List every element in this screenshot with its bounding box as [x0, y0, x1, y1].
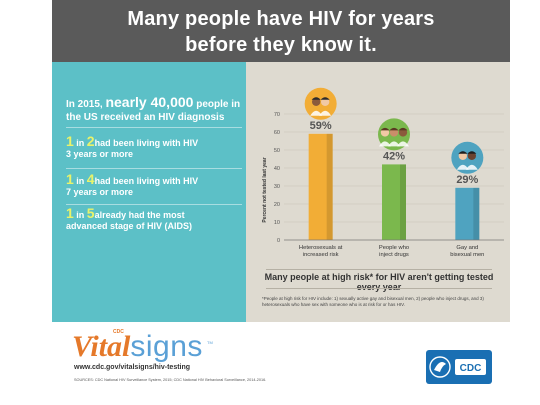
hhs-eagle-mark: [434, 362, 446, 372]
vitalsigns-logo: Vitalsigns: [72, 330, 203, 364]
stat-in: in: [73, 210, 87, 220]
stats-panel: [52, 62, 246, 322]
people-icon: [451, 141, 484, 174]
stat-text-1: had been living with HIV: [94, 176, 199, 186]
y-axis-label: Percent not tested last year: [262, 157, 268, 222]
person-hair-icon: [389, 127, 399, 131]
person-body-icon: [310, 110, 323, 116]
divider: [66, 168, 242, 169]
y-tick-label: 0: [277, 238, 280, 244]
bar: [308, 133, 333, 240]
stat-numerator: 1: [66, 205, 74, 221]
x-category-label: inject drugs: [379, 252, 409, 258]
x-category-label: Heterosexuals at: [299, 245, 343, 251]
person-body-icon: [379, 141, 391, 147]
person-body-icon: [456, 164, 469, 170]
logo-vital: Vital: [72, 330, 131, 363]
cdc-hhs-logo: CDC: [426, 350, 492, 384]
stat-text-2: 7 years or more: [66, 187, 134, 197]
footnote: *People at high risk for HIV include: 1)…: [262, 296, 484, 307]
stat-text-1: already had the most: [94, 210, 185, 220]
bar-shade: [326, 133, 333, 240]
chart-caption: Many people at high risk* for HIV aren't…: [264, 272, 494, 292]
divider: [66, 127, 242, 128]
stat-in: in: [73, 138, 87, 148]
hhs-eagle-icon: [429, 356, 451, 378]
stat-text-2: 3 years or more: [66, 149, 134, 159]
stat-numerator: 1: [66, 133, 74, 149]
person-body-icon: [397, 141, 409, 147]
bar-shade: [400, 164, 406, 240]
stat-text-1: had been living with HIV: [94, 138, 199, 148]
sources-text: SOURCES: CDC National HIV Surveillance S…: [74, 378, 267, 382]
stat-one-in-two: 1 in 2had been living with HIV 3 years o…: [66, 133, 244, 160]
y-tick-label: 40: [274, 166, 280, 172]
stat-denominator: 5: [86, 205, 95, 221]
bar: [455, 187, 480, 240]
person-hair-icon: [467, 151, 477, 154]
caption-rule-bottom: [266, 288, 492, 289]
caption-rule-top: [266, 269, 492, 270]
stat-one-in-five: 1 in 5already had the most advanced stag…: [66, 205, 244, 232]
x-category-label: increased risk: [303, 252, 339, 258]
person-body-icon: [465, 164, 478, 170]
header-banner: Many people have HIV for years before th…: [52, 0, 510, 62]
cdc-badge-text: CDC: [460, 363, 482, 374]
stat-text-2: advanced stage of HIV (AIDS): [66, 221, 193, 231]
logo-cdc-text: CDC: [113, 329, 124, 335]
intro-highlight: nearly 40,000: [105, 94, 194, 110]
y-tick-label: 60: [274, 130, 280, 136]
logo-trademark: TM: [207, 340, 213, 345]
x-category-label: bisexual men: [450, 252, 484, 258]
person-body-icon: [388, 141, 400, 147]
bar-value-label: 29%: [456, 174, 478, 186]
person-hair-icon: [311, 97, 321, 100]
cdc-box: [455, 359, 486, 375]
stat-denominator: 4: [86, 171, 95, 187]
headline-line-2: before they know it.: [185, 34, 377, 56]
stat-numerator: 1: [66, 171, 74, 187]
headline-line-1: Many people have HIV for years: [127, 8, 435, 30]
y-tick-label: 70: [274, 112, 280, 118]
y-tick-label: 30: [274, 184, 280, 190]
person-hair-icon: [380, 127, 390, 131]
stat-in: in: [73, 176, 87, 186]
y-tick-label: 10: [274, 220, 280, 226]
y-tick-label: 20: [274, 202, 280, 208]
stat-denominator: 2: [86, 133, 95, 149]
x-category-label: Gay and: [456, 245, 478, 251]
intro-prefix: In 2015,: [66, 99, 106, 110]
people-icon: [304, 87, 337, 120]
person-body-icon: [319, 110, 332, 116]
bar-value-label: 42%: [383, 150, 405, 162]
x-category-label: People who: [379, 245, 409, 251]
person-hair-icon: [458, 151, 468, 154]
website-url[interactable]: www.cdc.gov/vitalsigns/hiv-testing: [74, 364, 191, 371]
intro-suffix: people in the US received an HIV diagnos…: [66, 99, 241, 123]
bar-value-label: 59%: [310, 120, 332, 132]
logo-signs: signs: [130, 330, 203, 363]
bar-shade: [473, 187, 480, 240]
bar-chart: 0 10 20 30 40 50 60 70 59% 42% 29% Heterosexuals …: [262, 87, 504, 258]
person-hair-icon: [320, 97, 330, 100]
stat-one-in-four: 1 in 4had been living with HIV 7 years o…: [66, 171, 244, 198]
y-tick-label: 50: [274, 148, 280, 154]
bar: [382, 164, 406, 240]
divider: [66, 204, 242, 205]
person-hair-icon: [398, 127, 408, 131]
intro-text: In 2015, nearly 40,000 people in the US …: [66, 94, 242, 124]
